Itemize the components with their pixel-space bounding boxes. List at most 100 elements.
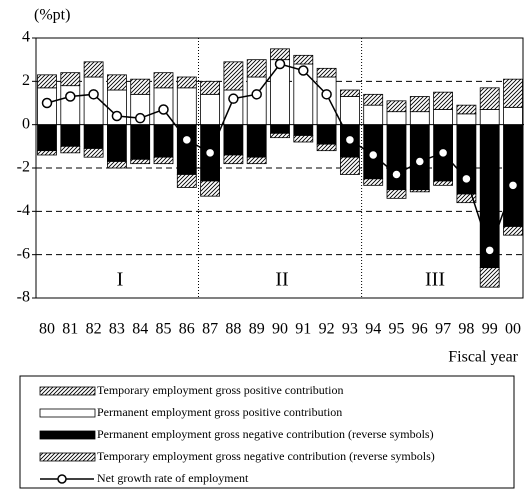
x-tick-label: 85 bbox=[156, 321, 172, 338]
x-tick-label: 88 bbox=[225, 321, 241, 338]
x-tick-label: 87 bbox=[202, 321, 218, 338]
bar bbox=[316, 143, 337, 152]
bar bbox=[270, 48, 290, 61]
x-tick-label: 93 bbox=[342, 321, 358, 338]
bar bbox=[409, 189, 430, 193]
bar bbox=[83, 148, 104, 158]
x-tick-label: 83 bbox=[109, 321, 125, 338]
bar bbox=[37, 124, 57, 152]
net-point bbox=[181, 134, 193, 146]
net-point bbox=[484, 245, 495, 256]
bar bbox=[176, 87, 197, 126]
legend-label: Permanent employment gross positive cont… bbox=[97, 405, 342, 419]
period-label: I bbox=[117, 269, 124, 291]
x-tick-label: 97 bbox=[435, 321, 451, 338]
legend-label: Net growth rate of employment bbox=[97, 471, 249, 485]
bar bbox=[456, 193, 477, 204]
net-point bbox=[158, 104, 169, 115]
net-point bbox=[251, 89, 262, 100]
bar bbox=[293, 135, 314, 143]
bar bbox=[130, 124, 151, 160]
bar bbox=[456, 104, 477, 115]
bar bbox=[386, 124, 407, 191]
x-tick-label: 82 bbox=[86, 321, 102, 338]
bar bbox=[339, 96, 360, 126]
bar bbox=[316, 67, 337, 78]
bar bbox=[339, 89, 360, 97]
legend-swatch bbox=[39, 430, 96, 440]
bar bbox=[270, 124, 290, 134]
bar bbox=[479, 87, 500, 110]
bar bbox=[246, 76, 267, 126]
net-point bbox=[461, 173, 472, 185]
plot-frame bbox=[35, 37, 524, 299]
legend-marker bbox=[57, 474, 67, 484]
net-point bbox=[65, 91, 76, 102]
net-point bbox=[41, 97, 53, 109]
bar bbox=[37, 74, 57, 89]
bar bbox=[60, 72, 81, 87]
y-tick-label: -6 bbox=[17, 245, 30, 262]
x-tick-label: 96 bbox=[412, 321, 428, 338]
bar bbox=[176, 76, 197, 89]
period-label: II bbox=[275, 269, 288, 291]
bar bbox=[176, 174, 197, 188]
y-tick-label: -8 bbox=[17, 289, 30, 306]
bar bbox=[293, 54, 314, 65]
net-point bbox=[204, 147, 216, 159]
bar bbox=[37, 150, 57, 156]
bar bbox=[363, 178, 384, 186]
bar bbox=[246, 59, 267, 78]
x-tick-label: 90 bbox=[272, 321, 288, 338]
bar bbox=[130, 78, 151, 95]
net-point bbox=[437, 147, 449, 159]
bar bbox=[433, 91, 454, 110]
bar bbox=[479, 267, 500, 288]
bar bbox=[433, 109, 454, 126]
bar bbox=[223, 61, 244, 91]
bar bbox=[60, 124, 81, 147]
bar bbox=[153, 124, 174, 158]
y-tick-label: -4 bbox=[17, 202, 30, 219]
x-tick-label: 99 bbox=[482, 321, 498, 338]
bar bbox=[503, 78, 523, 108]
bar bbox=[130, 158, 151, 165]
bar bbox=[409, 96, 430, 113]
legend-swatch bbox=[39, 408, 96, 418]
legend-box bbox=[19, 375, 515, 489]
bar bbox=[293, 124, 314, 136]
bar bbox=[246, 156, 267, 165]
x-tick-label: 86 bbox=[179, 321, 195, 338]
bar bbox=[316, 76, 337, 126]
net-point bbox=[111, 110, 123, 122]
net-point bbox=[88, 89, 99, 100]
net-point bbox=[134, 112, 146, 124]
bar bbox=[456, 113, 477, 126]
net-point bbox=[414, 156, 426, 167]
bar bbox=[339, 156, 360, 175]
bar bbox=[223, 124, 244, 156]
bar bbox=[107, 124, 127, 162]
x-tick-label: 94 bbox=[365, 321, 381, 338]
bar bbox=[223, 154, 244, 165]
bar bbox=[153, 72, 174, 89]
bar bbox=[363, 93, 384, 106]
bar bbox=[107, 74, 127, 91]
bar bbox=[246, 124, 267, 158]
bar bbox=[270, 132, 290, 139]
x-axis-label: Fiscal year bbox=[448, 349, 518, 366]
legend-label: Permanent employment gross negative cont… bbox=[97, 427, 434, 441]
bar bbox=[200, 80, 221, 95]
legend-swatch bbox=[39, 386, 96, 396]
legend-label: Temporary employment gross negative cont… bbox=[97, 449, 435, 463]
y-tick-label: 4 bbox=[22, 29, 30, 46]
bar bbox=[83, 61, 104, 78]
x-tick-label: 89 bbox=[249, 321, 265, 338]
net-point bbox=[507, 180, 519, 191]
bar bbox=[316, 124, 337, 145]
x-tick-label: 92 bbox=[319, 321, 335, 338]
x-tick-label: 84 bbox=[132, 321, 148, 338]
net-point bbox=[274, 58, 286, 70]
bar bbox=[153, 156, 174, 165]
bar bbox=[503, 106, 523, 126]
